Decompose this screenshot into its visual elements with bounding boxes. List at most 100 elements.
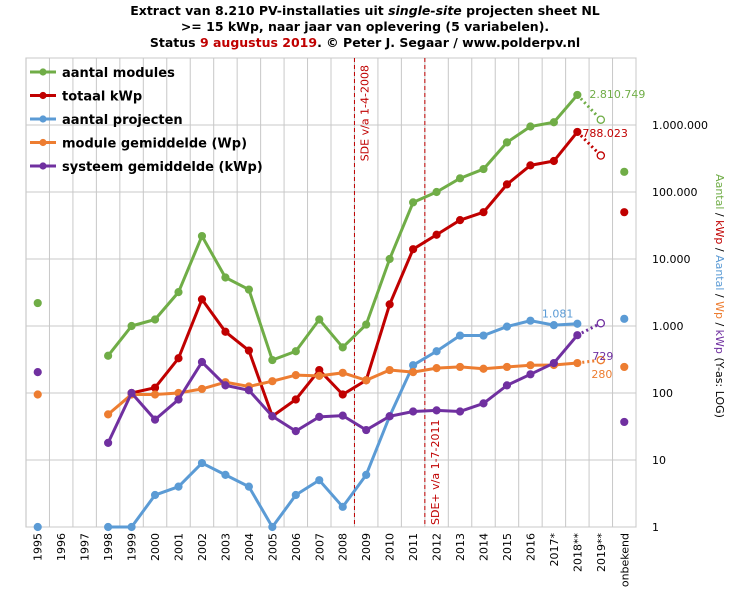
data-point [432,347,441,356]
data-point [244,285,253,294]
data-point [338,368,347,377]
data-label: 729 [592,350,613,363]
x-tick-label: 2009 [360,533,373,561]
x-tick-label: 2004 [243,533,256,561]
legend-swatch-marker [39,162,47,170]
data-point [127,522,136,532]
data-point [620,362,629,372]
data-point [573,127,582,137]
right-axis-label: Aantal / kWp / Aantal / Wp / kWp (Y-as: … [713,174,726,418]
data-label: 1.081 [542,308,574,321]
data-point [549,321,558,330]
series-projection-line [576,321,602,337]
data-point [362,470,371,479]
x-tick-label: onbekend [618,533,631,587]
data-point [104,438,113,447]
x-tick-label: 2002 [196,533,209,561]
data-point [338,390,347,399]
data-point [549,358,558,368]
x-tick-label: 2008 [337,533,350,561]
right-axis-label-part: / [713,290,726,301]
series-projection-line [576,93,602,121]
right-axis-label-part: Aantal [713,255,726,290]
data-point [526,370,535,379]
data-point [362,425,371,435]
series-group [33,90,629,532]
legend-label: aantal projecten [62,113,183,128]
x-tick-label: 1997 [79,533,92,561]
legend-item: aantal modules [30,66,175,81]
data-point [573,319,582,328]
data-point [526,161,535,170]
x-axis-ticks: 1995 1996 1997 1998 1999 2000 2001 2002 2003 2004… [32,533,632,588]
data-point [479,399,488,408]
data-point [549,156,558,166]
right-axis-label-part: Aantal [713,174,726,209]
x-tick-label: 2018** [571,533,584,572]
data-point [409,198,418,207]
chart-title-line-1: Extract van 8.210 PV-installaties uit si… [130,3,600,18]
legend-label: totaal kWp [62,90,142,105]
policy-marker-label: SDE+ v/a 1-7-2011 [429,420,442,526]
data-point [221,470,230,479]
data-point [362,320,371,329]
legend: aantal modules totaal kWp aantal projecten… [30,66,263,175]
data-point [197,295,207,304]
data-point [526,361,535,370]
y-tick-label: 1.000.000 [652,119,708,132]
data-point [432,230,441,239]
data-point [174,288,183,297]
right-axis-label-part: Wp [713,301,726,319]
y-tick-label: 10 [652,454,666,467]
data-point [409,245,418,254]
data-point [432,364,441,373]
data-point [127,321,136,331]
data-point [291,426,300,436]
x-tick-label: 1996 [55,533,68,561]
legend-item: module gemiddelde (Wp) [30,137,247,152]
data-point [291,395,300,404]
data-point [150,383,160,392]
data-point [502,322,512,331]
y-tick-label: 10.000 [652,253,691,266]
data-point [221,327,230,336]
series-systeem-gemiddelde-kwp- [33,318,629,447]
legend-label: systeem gemiddelde (kWp) [62,160,263,175]
data-labels: 2.810.749 788.023 1.081 280 729 [542,88,645,381]
data-point [549,118,558,127]
data-point [620,208,629,217]
data-point [455,174,465,183]
data-point [104,410,113,419]
data-point [174,482,183,491]
title-line-1-part-c: projecten sheet NL [462,3,600,18]
x-tick-label: 2012 [431,533,444,561]
x-tick-label: 2007 [313,533,326,561]
series-projection-line [576,130,602,157]
data-point [502,381,512,390]
x-tick-label: 2013 [454,533,467,561]
data-point [526,316,535,325]
data-point [244,346,253,355]
right-axis-label-part: (Y-as: LOG) [713,354,726,418]
data-point [315,412,324,421]
data-point [526,122,535,131]
data-point [104,522,113,532]
series-projection-line [577,358,601,365]
data-point [432,406,441,415]
data-point [268,412,277,421]
y-tick-label: 1.000 [652,320,684,333]
series-module-gemiddelde-wp- [33,355,629,419]
data-point [620,167,629,176]
x-tick-label: 2016 [524,533,537,561]
data-point [244,482,253,491]
policy-marker-label: SDE v/a 1-4-2008 [358,65,371,161]
y-axis-ticks: 1 10 100 1.000 10.000 100.000 1.000.000 [652,119,708,534]
data-point [150,390,160,399]
data-point [291,490,300,500]
x-tick-label: 2006 [290,533,303,561]
x-tick-label: 2000 [149,533,162,561]
data-point [33,298,42,308]
x-tick-label: 2014 [478,533,491,561]
data-point [315,371,324,380]
